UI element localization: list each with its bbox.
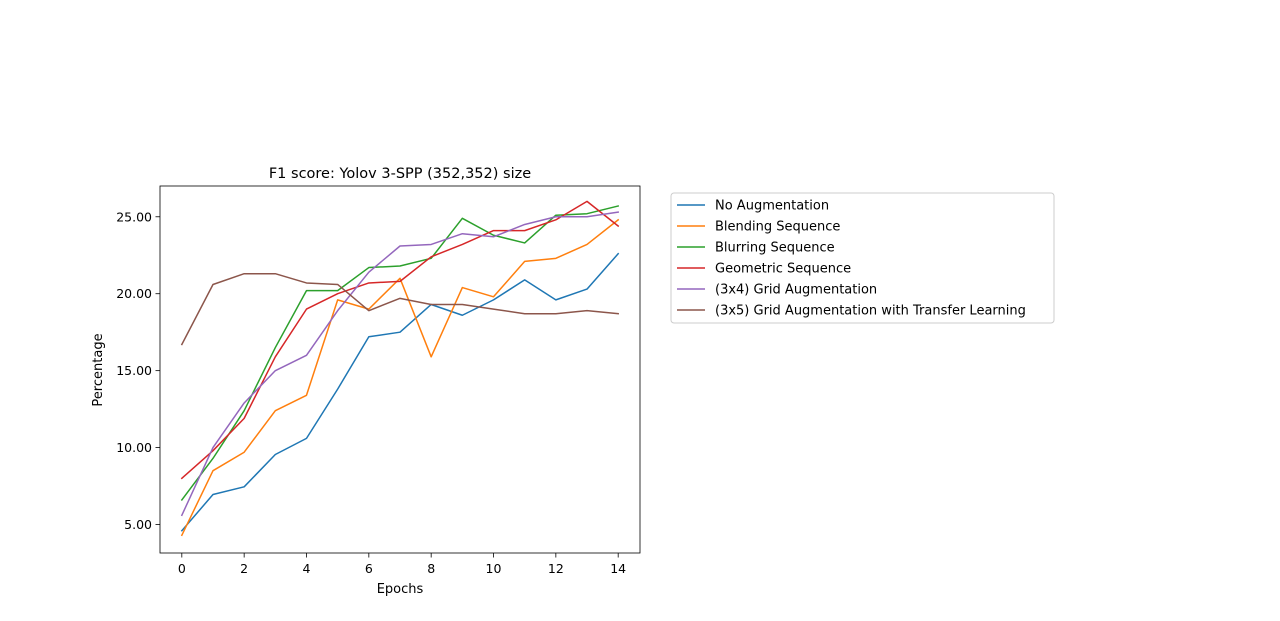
legend-label: (3x4) Grid Augmentation	[715, 283, 877, 298]
x-tick-label: 14	[610, 561, 626, 576]
series-line-5	[180, 272, 620, 346]
legend-label: Geometric Sequence	[715, 262, 851, 277]
series-layer	[180, 200, 620, 537]
legend: No Augmentation Blending Sequence Blurring…	[670, 192, 1055, 324]
y-tick-label: 15.00	[116, 363, 152, 378]
series-line-3	[180, 200, 620, 480]
legend-label: No Augmentation	[715, 199, 829, 214]
series-line-0	[180, 252, 620, 532]
x-tick-label: 4	[303, 561, 311, 576]
axes-layer: 0 2 4 6 8 10 12 14 5.00 10.00 15.00 20.00 25.00	[116, 185, 641, 576]
chart-title: F1 score: Yolov 3-SPP (352,352) size	[269, 166, 531, 182]
series-line-2	[180, 205, 620, 501]
plot-area	[160, 186, 640, 553]
series-line-4	[180, 211, 620, 517]
legend-label: Blurring Sequence	[715, 241, 835, 256]
y-tick-label: 10.00	[116, 440, 152, 455]
series-line-1	[180, 218, 620, 537]
x-tick-label: 8	[427, 561, 435, 576]
y-axis-label: Percentage	[91, 333, 106, 406]
x-axis-label: Epochs	[377, 582, 424, 597]
plot-background	[160, 186, 640, 553]
axes-frame	[159, 185, 641, 554]
y-tick-label: 5.00	[124, 517, 152, 532]
x-tick-label: 2	[240, 561, 248, 576]
legend-label: Blending Sequence	[715, 220, 840, 235]
y-tick-label: 20.00	[116, 286, 152, 301]
legend-label: (3x5) Grid Augmentation with Transfer Le…	[715, 304, 1026, 319]
x-tick-label: 12	[548, 561, 564, 576]
x-tick-label: 6	[365, 561, 373, 576]
legend-frame	[670, 192, 1055, 324]
y-tick-label: 25.00	[116, 209, 152, 224]
x-tick-label: 10	[486, 561, 502, 576]
x-tick-label: 0	[178, 561, 186, 576]
